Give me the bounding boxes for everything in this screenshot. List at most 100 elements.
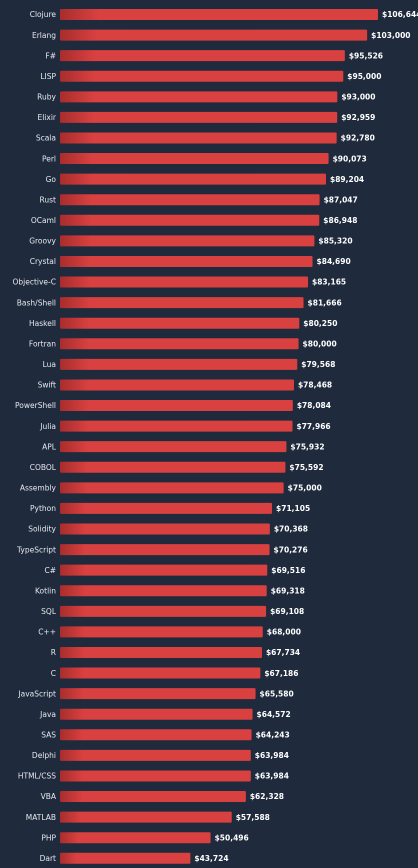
category-label: Lua — [43, 360, 56, 369]
category-label: Dart — [40, 854, 56, 863]
bar — [60, 461, 286, 473]
category-label: VBA — [41, 792, 57, 801]
bar — [60, 235, 315, 247]
value-label: $84,690 — [317, 257, 351, 266]
bar — [60, 482, 284, 494]
bar — [60, 255, 313, 267]
category-label: Ruby — [37, 93, 56, 102]
bar — [60, 564, 268, 576]
category-label: Elixir — [37, 113, 56, 122]
value-label: $63,984 — [255, 772, 289, 781]
value-label: $79,568 — [301, 360, 335, 369]
bar — [60, 544, 270, 556]
category-label: Bash/Shell — [17, 298, 56, 307]
category-label: Go — [46, 175, 57, 184]
category-label: Swift — [38, 381, 56, 390]
bar — [60, 420, 293, 432]
value-label: $71,105 — [276, 504, 310, 513]
bar — [60, 749, 251, 761]
value-label: $69,516 — [271, 566, 305, 575]
category-label: LISP — [40, 72, 56, 81]
value-label: $70,276 — [274, 545, 308, 554]
value-label: $81,666 — [308, 298, 342, 307]
value-label: $69,108 — [270, 607, 304, 616]
bar — [60, 688, 256, 700]
value-label: $87,047 — [324, 195, 358, 204]
category-label: Scala — [36, 134, 56, 143]
value-label: $80,250 — [303, 319, 337, 328]
bar — [60, 379, 294, 391]
bar — [60, 132, 337, 144]
category-label: Assembly — [20, 484, 57, 493]
value-label: $43,724 — [194, 854, 228, 863]
bar — [60, 276, 308, 288]
category-label: C — [51, 669, 56, 678]
bar — [60, 832, 211, 844]
bar — [60, 194, 320, 206]
bar — [60, 111, 338, 123]
value-label: $78,468 — [298, 381, 332, 390]
bar — [60, 852, 191, 864]
bar — [60, 400, 293, 412]
value-label: $62,328 — [250, 792, 284, 801]
value-label: $57,588 — [236, 813, 270, 822]
value-label: $86,948 — [323, 216, 357, 225]
bar — [60, 729, 252, 741]
bar — [60, 317, 300, 329]
value-label: $80,000 — [303, 339, 337, 348]
category-label: F# — [45, 51, 56, 60]
category-label: JavaScript — [17, 689, 56, 698]
category-label: PHP — [41, 833, 56, 842]
bar — [60, 667, 261, 679]
value-label: $67,186 — [264, 669, 298, 678]
bar — [60, 70, 344, 82]
bar — [60, 708, 253, 720]
bar — [60, 338, 299, 350]
value-label: $75,000 — [288, 484, 322, 493]
value-label: $75,932 — [290, 442, 324, 451]
bar — [60, 358, 298, 370]
category-label: Rust — [40, 195, 57, 204]
category-label: Java — [39, 710, 56, 719]
category-label: OCaml — [31, 216, 56, 225]
category-label: Solidity — [28, 525, 56, 534]
value-label: $77,966 — [296, 422, 330, 431]
value-label: $89,204 — [330, 175, 364, 184]
bar — [60, 297, 304, 309]
category-label: HTML/CSS — [18, 772, 56, 781]
category-label: SAS — [41, 731, 56, 740]
value-label: $95,000 — [347, 72, 381, 81]
bar — [60, 173, 326, 185]
category-label: Delphi — [32, 751, 56, 760]
bar — [60, 441, 287, 453]
bar — [60, 50, 345, 62]
bar — [60, 153, 329, 165]
value-label: $63,984 — [255, 751, 289, 760]
bar — [60, 605, 267, 617]
bar — [60, 523, 270, 535]
value-label: $70,368 — [274, 525, 308, 534]
bar — [60, 626, 263, 638]
value-label: $85,320 — [318, 237, 352, 246]
value-label: $75,592 — [289, 463, 323, 472]
category-label: Groovy — [29, 237, 56, 246]
category-label: COBOL — [30, 463, 57, 472]
value-label: $95,526 — [349, 51, 383, 60]
category-label: MATLAB — [26, 813, 56, 822]
value-label: $83,165 — [312, 278, 346, 287]
category-label: SQL — [41, 607, 57, 616]
category-label: Erlang — [32, 31, 56, 40]
value-label: $64,243 — [256, 731, 290, 740]
category-label: Python — [30, 504, 56, 513]
value-label: $78,084 — [297, 401, 331, 410]
value-label: $106,644 — [382, 10, 418, 19]
category-label: Crystal — [30, 257, 56, 266]
bar — [60, 585, 267, 597]
bar — [60, 91, 338, 103]
category-label: Clojure — [30, 10, 57, 19]
bar — [60, 646, 262, 658]
category-label: Fortran — [29, 339, 56, 348]
value-label: $92,959 — [341, 113, 375, 122]
